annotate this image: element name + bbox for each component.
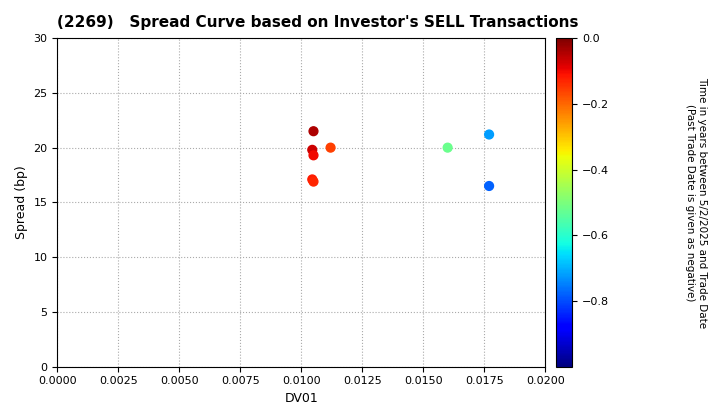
Point <box>307 176 318 183</box>
Point <box>307 178 319 185</box>
Point <box>483 183 495 189</box>
Point <box>325 144 336 151</box>
Point <box>442 144 454 151</box>
Point <box>483 131 495 138</box>
Point <box>307 128 319 134</box>
X-axis label: DV01: DV01 <box>284 392 318 405</box>
Text: (2269)   Spread Curve based on Investor's SELL Transactions: (2269) Spread Curve based on Investor's … <box>58 15 579 30</box>
Point <box>307 152 319 159</box>
Y-axis label: Time in years between 5/2/2025 and Trade Date
(Past Trade Date is given as negat: Time in years between 5/2/2025 and Trade… <box>685 77 707 328</box>
Point <box>307 147 318 153</box>
Y-axis label: Spread (bp): Spread (bp) <box>15 165 28 239</box>
